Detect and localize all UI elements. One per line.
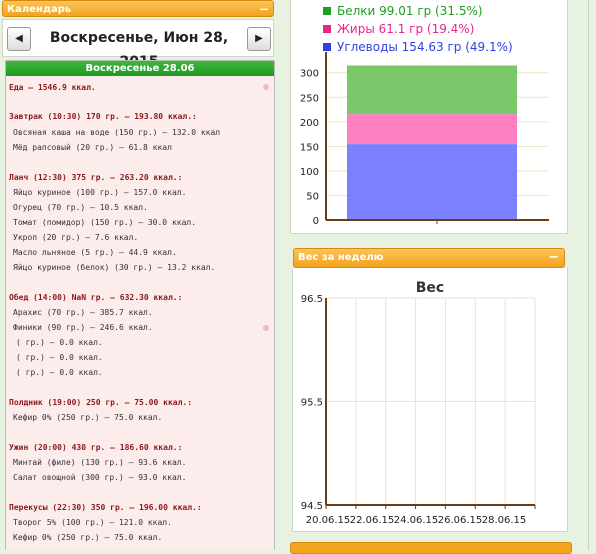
meal-title[interactable]: Ланч (12:30) 375 гр. — 263.20 ккал.: — [9, 173, 183, 182]
meal-item: Яйцо куриное (100 гр.) — 157.0 ккал. — [13, 188, 187, 197]
calendar-panel-title: Календарь — [7, 4, 72, 15]
y-tick-label: 50 — [306, 191, 319, 202]
meal-item: Томат (помидор) (150 гр.) — 30.0 ккал. — [13, 218, 197, 227]
meal-item: Салат овощной (300 гр.) — 93.0 ккал. — [13, 473, 187, 482]
minimize-icon[interactable]: − — [548, 250, 559, 265]
legend-entry: Углеводы 154.63 гр (49.1%) — [323, 40, 513, 54]
meal-item: Укроп (20 гр.) — 7.6 ккал. — [13, 233, 139, 242]
day-journal: Воскресенье 28.06 Еда — 1546.9 ккал. Зав… — [5, 60, 275, 550]
legend-swatch — [323, 25, 331, 33]
dot-icon — [263, 325, 269, 331]
meal-item: ( гр.) — 0.0 ккал. — [16, 368, 103, 377]
y-tick-label: 300 — [300, 69, 319, 80]
x-tick-label: 20.06.15 — [306, 515, 351, 526]
y-tick-label: 95.5 — [301, 398, 323, 409]
x-tick-label: 22.06.15 — [350, 515, 395, 526]
minimize-icon[interactable]: − — [258, 2, 269, 16]
meal-title[interactable]: Обед (14:00) NaN гр. — 632.30 ккал.: — [9, 293, 183, 302]
bar-segment — [347, 114, 517, 145]
meal-title[interactable]: Полдник (19:00) 250 гр. — 75.00 ккал.: — [9, 398, 193, 407]
prev-day-button[interactable]: ◀ — [7, 27, 31, 51]
meal-item: Арахис (70 гр.) — 385.7 ккал. — [13, 308, 153, 317]
calendar-panel-header: Календарь − — [2, 0, 274, 17]
meal-item: Овсяная каша на воде (150 гр.) — 132.0 к… — [13, 128, 221, 137]
next-panel-header — [290, 542, 572, 554]
weight-panel-header: Вес за неделю − — [293, 248, 565, 268]
x-tick-label: 24.06.15 — [394, 515, 439, 526]
weight-panel: Вес 20.06.15 22.06.15 24.06.15 26.06.15 28.06… — [292, 268, 568, 532]
meal-item: Масло льняное (5 гр.) — 44.9 ккал. — [13, 248, 177, 257]
x-tick-label: 28.06.15 — [482, 515, 527, 526]
meal-item: Кефир 0% (250 гр.) — 75.0 ккал. — [13, 413, 163, 422]
bar-segment — [347, 144, 517, 220]
legend-swatch — [323, 43, 331, 51]
meal-item: ( гр.) — 0.0 ккал. — [16, 353, 103, 362]
macros-chart: 0 50 100 150 200 250 300 — [300, 52, 549, 227]
weight-chart: Вес 20.06.15 22.06.15 24.06.15 26.06.15 28.06… — [301, 280, 536, 526]
meal-item: Кефир 0% (250 гр.) — 75.0 ккал. — [13, 533, 163, 542]
meal-title[interactable]: Ужин (20:00) 430 гр. — 186.60 ккал.: — [9, 443, 183, 452]
chart-title: Вес — [416, 280, 444, 296]
weight-panel-title: Вес за неделю — [298, 252, 384, 263]
y-tick-label: 0 — [313, 216, 319, 227]
meal-title[interactable]: Перекусы (22:30) 350 гр. — 196.00 ккал.: — [9, 503, 202, 512]
meal-title[interactable]: Завтрак (10:30) 170 гр. — 193.80 ккал.: — [9, 112, 197, 121]
x-tick-label: 26.06.15 — [438, 515, 483, 526]
dot-icon — [263, 84, 269, 90]
meal-item: Огурец (70 гр.) — 10.5 ккал. — [13, 203, 148, 212]
y-tick-label: 96.5 — [301, 294, 323, 305]
meal-item: Яйцо куриное (белок) (30 гр.) — 13.2 кка… — [13, 263, 216, 272]
meal-item: Финики (90 гр.) — 246.6 ккал. — [13, 323, 153, 332]
day-total: Еда — 1546.9 ккал. — [9, 83, 96, 92]
y-tick-label: 200 — [300, 118, 319, 129]
next-day-button[interactable]: ▶ — [247, 27, 271, 51]
y-tick-label: 150 — [300, 142, 319, 153]
meal-item: Мёд рапсовый (20 гр.) — 61.8 ккал — [13, 143, 172, 152]
date-navigator: ◀ Воскресенье, Июн 28, 2015 ▶ — [2, 19, 274, 70]
y-tick-label: 250 — [300, 93, 319, 104]
calendar-column: Календарь − ◀ Воскресенье, Июн 28, 2015 … — [0, 0, 278, 550]
meal-item: Минтай (филе) (130 гр.) — 93.6 ккал. — [13, 458, 187, 467]
macros-panel: Белки 99.01 гр (31.5%) Жиры 61.1 гр (19.… — [290, 0, 568, 234]
meal-item: Творог 5% (100 гр.) — 121.0 ккал. — [13, 518, 172, 527]
legend-swatch — [323, 7, 331, 15]
y-tick-label: 100 — [300, 167, 319, 178]
y-tick-label: 94.5 — [301, 501, 323, 512]
day-header: Воскресенье 28.06 — [6, 61, 274, 76]
bar-segment — [347, 65, 517, 115]
legend-entry: Жиры 61.1 гр (19.4%) — [323, 22, 474, 36]
legend-entry: Белки 99.01 гр (31.5%) — [323, 4, 483, 18]
meal-item: ( гр.) — 0.0 ккал. — [16, 338, 103, 347]
divider — [588, 0, 589, 550]
